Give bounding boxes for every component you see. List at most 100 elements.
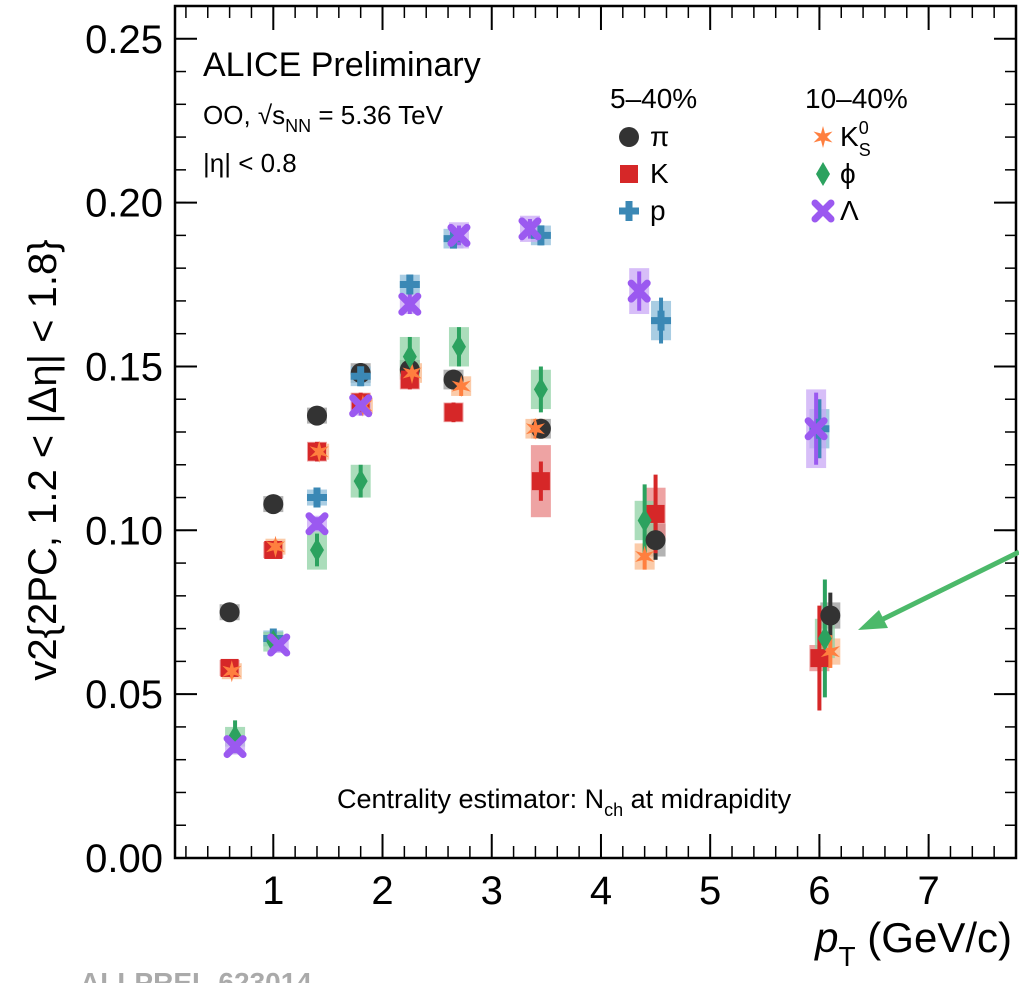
k0s-point-shape (309, 440, 329, 463)
lambda-point (627, 279, 651, 303)
kaon-point (646, 504, 665, 523)
x-axis-label: pT (GeV/c) (813, 914, 1012, 972)
chart-title: ALICE Preliminary (203, 46, 481, 84)
kaon-point (444, 403, 463, 422)
proton-point-shape (399, 274, 420, 295)
y-axis-label: v2{2PC, 1.2 < |Δη| < 1.8} (21, 239, 65, 680)
phi-point-shape (353, 469, 368, 494)
lambda-point (267, 633, 291, 657)
centrality-annotation: Centrality estimator: Nch at midrapidity (337, 784, 792, 820)
pion-point (306, 405, 327, 426)
k0s-point-shape (402, 362, 422, 384)
phi-point (817, 626, 832, 651)
k0s-point-shape (525, 417, 545, 440)
x-tick-label: 5 (699, 869, 721, 913)
lambda-point-shape (804, 417, 828, 441)
k0s-point-shape (635, 545, 655, 568)
legend-marker-pion (619, 127, 639, 147)
kaon-point (810, 649, 829, 668)
legend-marker-k0s-shape (813, 126, 833, 148)
phi-point (533, 377, 548, 402)
k0s-point-shape (266, 535, 285, 558)
k0s-point (222, 660, 242, 683)
proton-point (399, 274, 420, 295)
legend-marker-proton-shape (619, 201, 639, 221)
lambda-point-shape (267, 633, 291, 657)
legend-marker-pion-shape (619, 127, 639, 147)
k0s-point (635, 545, 655, 568)
proton-point-shape (350, 366, 371, 387)
proton-point-shape (306, 487, 327, 508)
legend-markers (619, 126, 835, 223)
pion-point-shape (263, 494, 284, 515)
preliminary-id-watermark: ALI-PREL-623014 (80, 967, 312, 983)
legend-label-pion: π (650, 121, 669, 152)
y-tick-label: 0.20 (85, 182, 163, 226)
proton-point (350, 366, 371, 387)
phi-point (402, 344, 417, 369)
lambda-point-shape (398, 292, 422, 316)
phi-point-shape (402, 344, 417, 369)
y-tick-label: 0.15 (85, 345, 163, 389)
legend-marker-proton (619, 201, 639, 221)
error-bars-layer (227, 219, 833, 754)
pion-point-shape (645, 530, 666, 551)
kaon-point-shape (810, 649, 829, 668)
lambda-point (804, 417, 828, 441)
k0s-point-shape (222, 660, 242, 683)
legend-marker-phi-shape (816, 162, 830, 186)
legend: 5–40% 10–40% π K p K0 S ϕ Λ (610, 83, 908, 226)
k0s-point-shape (451, 375, 471, 398)
pion-point (219, 602, 240, 623)
proton-point (306, 487, 327, 508)
highlight-arrow (858, 549, 1019, 630)
x-tick-label: 1 (262, 869, 284, 913)
k0s-point (309, 440, 329, 463)
lambda-point-shape (518, 217, 542, 241)
y-tick-label: 0.10 (85, 509, 163, 553)
k0s-point-shape (820, 640, 840, 663)
kaon-point-shape (646, 504, 665, 523)
legend-label-lambda: Λ (840, 195, 859, 226)
proton-point-shape (651, 310, 672, 331)
phi-point-shape (309, 537, 324, 562)
pion-point-shape (306, 405, 327, 426)
lambda-point-shape (349, 394, 373, 418)
legend-label-k0s: K0 S (840, 118, 871, 160)
legend-marker-kaon (620, 165, 638, 183)
lambda-point-shape (305, 512, 329, 536)
phi-point (637, 508, 652, 533)
markers-layer (219, 217, 841, 759)
k0s-point (820, 640, 840, 663)
lambda-point-shape (223, 735, 247, 759)
y-tick-label: 0.05 (85, 673, 163, 717)
lambda-point (223, 735, 247, 759)
legend-marker-lambda-shape (811, 199, 835, 223)
pion-point-shape (820, 605, 841, 626)
systematic-boxes-layer (219, 215, 841, 755)
lambda-point (305, 512, 329, 536)
x-tick-label: 3 (481, 869, 503, 913)
x-tick-label: 4 (590, 869, 612, 913)
k0s-point (266, 535, 285, 558)
lambda-point (349, 394, 373, 418)
pion-point (645, 530, 666, 551)
phi-point-shape (533, 377, 548, 402)
k0s-point (525, 417, 545, 440)
legend-label-phi: ϕ (840, 158, 856, 189)
lambda-point (518, 217, 542, 241)
phi-point-shape (451, 334, 466, 359)
legend-marker-phi (816, 162, 830, 186)
x-tick-label: 7 (917, 869, 939, 913)
pion-point-shape (219, 602, 240, 623)
y-tick-label: 0.00 (85, 837, 163, 881)
pion-point (263, 494, 284, 515)
axis-ticks-layer: 0.00 0.05 0.10 0.15 0.20 0.25 1 2 3 4 5 6 7 (85, 5, 1016, 913)
lambda-point-shape (627, 279, 651, 303)
phi-point (309, 537, 324, 562)
lambda-point (447, 223, 471, 247)
phi-point-shape (637, 508, 652, 533)
kaon-point (531, 472, 550, 491)
phi-point (451, 334, 466, 359)
